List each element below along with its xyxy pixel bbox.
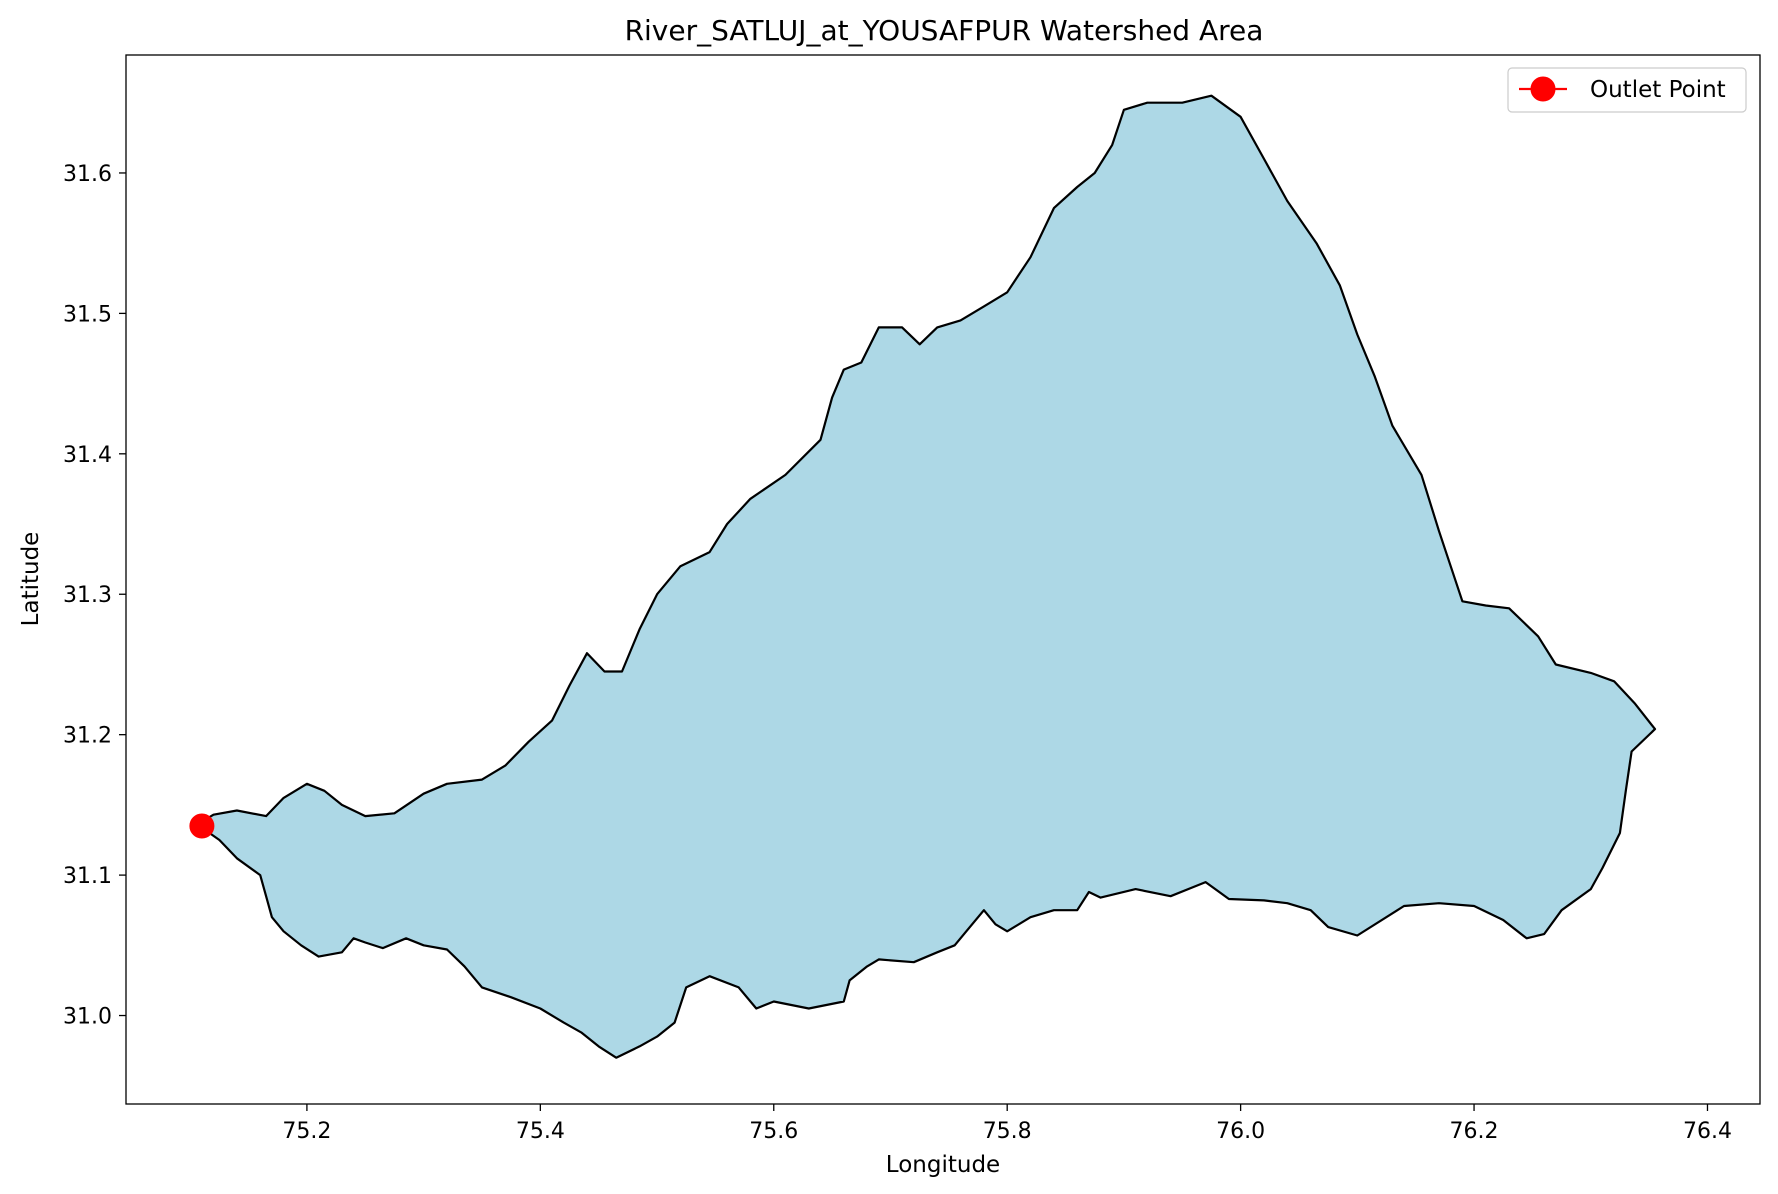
x-tick-label: 75.2 — [282, 1119, 331, 1144]
x-tick-label: 76.2 — [1450, 1119, 1499, 1144]
y-tick-label: 31.1 — [63, 864, 112, 889]
y-axis-ticks: 31.0 31.1 31.2 31.3 31.4 31.5 31.6 — [63, 162, 126, 1030]
legend: Outlet Point — [1507, 67, 1747, 113]
y-tick-label: 31.3 — [63, 583, 112, 608]
outlet-point — [189, 813, 215, 839]
x-tick-label: 75.6 — [749, 1119, 798, 1144]
legend-marker-sample — [1530, 76, 1556, 102]
x-tick-label: 75.8 — [983, 1119, 1032, 1144]
legend-label-outlet-point: Outlet Point — [1590, 77, 1726, 103]
y-tick-label: 31.2 — [63, 724, 112, 749]
y-tick-label: 31.5 — [63, 302, 112, 327]
watershed-polygon — [198, 94, 1657, 1059]
chart-title: River_SATLUJ_at_YOUSAFPUR Watershed Area — [625, 14, 1264, 47]
y-tick-label: 31.0 — [63, 1005, 112, 1030]
x-axis-label: Longitude — [886, 1152, 1000, 1178]
y-tick-label: 31.6 — [63, 162, 112, 187]
x-tick-label: 75.4 — [516, 1119, 565, 1144]
plot-frame — [125, 54, 1761, 1105]
outlet-point-marker — [189, 813, 215, 839]
x-tick-label: 76.4 — [1683, 1119, 1732, 1144]
y-tick-label: 31.4 — [63, 443, 112, 468]
x-axis-ticks: 75.2 75.4 75.6 75.8 76.0 76.2 76.4 — [282, 1104, 1732, 1144]
y-axis-label: Latitude — [18, 532, 44, 627]
x-tick-label: 76.0 — [1216, 1119, 1265, 1144]
legend-frame — [1507, 67, 1747, 113]
